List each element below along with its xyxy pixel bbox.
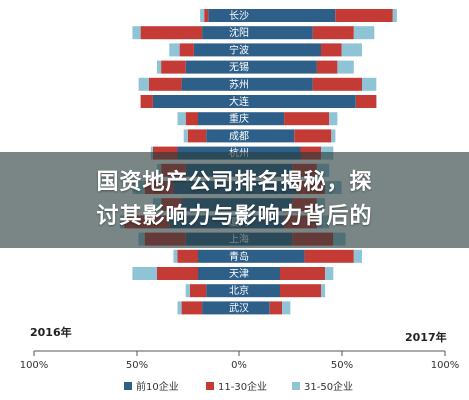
bar-2017-2-series-3 [353,26,375,40]
city-label-16: 天津 [229,268,249,280]
bar-2017-18-series-1 [239,301,270,315]
bar-2016-3-series-1 [193,43,239,57]
bar-2017-4-series-2 [316,60,338,74]
legend-swatch-2 [206,382,214,390]
bar-2017-15-series-2 [304,249,354,263]
bar-2016-1-series-3 [200,9,205,22]
bar-2016-6-series-1 [152,95,239,108]
bar-2017-2-series-2 [312,26,354,40]
bar-2017-1-series-3 [392,9,397,22]
bar-2016-15-series-1 [198,249,239,263]
bar-2017-17-series-1 [239,284,280,298]
bar-2016-4-series-3 [157,60,162,74]
x-tick-label-1: 100% [20,360,49,371]
bar-2016-8-series-3 [183,129,188,143]
bar-2017-17-series-3 [321,284,326,298]
bar-2016-8-series-2 [187,129,207,143]
bar-2017-6-series-2 [355,95,377,108]
bar-2017-7-series-1 [239,112,285,126]
bar-2017-15-series-3 [353,249,362,263]
bar-2016-15-series-3 [173,249,178,263]
bar-2016-15-series-2 [177,249,198,263]
bar-2017-5-series-3 [362,77,377,91]
legend-swatch-3 [292,382,300,390]
bar-2016-7-series-1 [198,112,239,126]
city-label-5: 苏州 [229,78,249,91]
bar-2016-5-series-3 [138,77,149,91]
city-label-6: 大连 [229,95,249,108]
city-label-3: 宁波 [229,43,249,56]
overlay-title-line-1: 国资地产公司排名揭秘，探 [96,170,373,195]
city-label-8: 成都 [229,130,249,142]
city-label-17: 北京 [229,284,249,297]
bar-2016-8-series-1 [206,129,239,143]
bar-2017-17-series-2 [280,284,321,298]
bar-2016-1-series-1 [208,9,239,22]
bar-2016-2-series-2 [140,26,203,40]
legend-swatch-1 [124,382,132,390]
bar-2016-4-series-2 [161,60,186,74]
bar-2017-6-series-1 [239,95,356,108]
panel-label-2016: 2016年 [30,325,72,339]
bar-2017-16-series-1 [239,267,280,280]
bar-2017-7-series-3 [329,112,338,126]
bar-2017-8-series-3 [331,129,336,143]
bar-2016-5-series-2 [148,77,182,91]
bar-2016-16-series-3 [132,267,157,280]
bar-2016-17-series-3 [185,284,190,298]
bar-2017-2-series-1 [239,26,313,40]
city-label-2: 沈阳 [229,26,249,39]
bar-2017-1-series-1 [239,9,336,22]
bar-2016-16-series-1 [198,267,239,280]
city-label-1: 长沙 [229,10,249,22]
bar-2017-5-series-1 [239,77,313,91]
bar-2017-7-series-2 [284,112,330,126]
bar-2016-6-series-2 [140,95,153,108]
bar-2017-16-series-3 [325,267,334,280]
overlay-title-line-2: 讨其影响力与影响力背后的 [96,204,373,229]
bar-2016-2-series-1 [202,26,239,40]
bar-2016-16-series-2 [157,267,198,280]
bar-2016-18-series-1 [202,301,239,315]
bar-2017-5-series-2 [312,77,362,91]
bar-2016-18-series-3 [177,301,182,315]
x-tick-label-5: 100% [431,360,460,371]
city-label-7: 重庆 [229,112,249,125]
bar-2017-8-series-1 [239,129,295,143]
x-tick-label-3: 0% [231,360,247,371]
bar-2016-4-series-1 [185,60,239,74]
bar-2017-18-series-2 [269,301,283,315]
bar-2016-17-series-1 [206,284,239,298]
bar-2016-5-series-1 [181,77,239,91]
bar-2016-7-series-3 [177,112,186,126]
city-label-4: 无锡 [229,61,249,74]
panel-label-2017: 2017年 [405,330,447,344]
bar-2016-17-series-2 [189,284,207,298]
legend-label-3: 31-50企业 [304,380,353,393]
bar-2016-7-series-2 [185,112,198,126]
bar-2016-2-series-3 [132,26,141,40]
bar-2017-4-series-1 [239,60,317,74]
bar-2017-1-series-2 [335,9,393,22]
bar-2016-3-series-3 [169,43,180,57]
title-overlay: 国资地产公司排名揭秘，探 讨其影响力与影响力背后的 [0,152,469,248]
legend-label-2: 11-30企业 [218,380,267,393]
bar-2017-16-series-2 [280,267,326,280]
bar-2016-1-series-2 [204,9,209,22]
bar-2017-3-series-1 [239,43,321,57]
bar-2016-18-series-2 [181,301,203,315]
bar-2017-8-series-2 [294,129,332,143]
bar-2017-3-series-2 [321,43,342,57]
bar-2017-18-series-3 [282,301,291,315]
bar-2016-3-series-2 [179,43,194,57]
city-label-18: 武汉 [229,301,249,314]
x-tick-label-2: 50% [126,360,148,371]
bar-2017-3-series-3 [341,43,362,57]
bar-2017-4-series-3 [337,60,354,74]
x-tick-label-4: 50% [331,360,353,371]
legend-label-1: 前10企业 [136,380,179,393]
city-label-15: 青岛 [229,250,249,263]
bar-2017-15-series-1 [239,249,305,263]
